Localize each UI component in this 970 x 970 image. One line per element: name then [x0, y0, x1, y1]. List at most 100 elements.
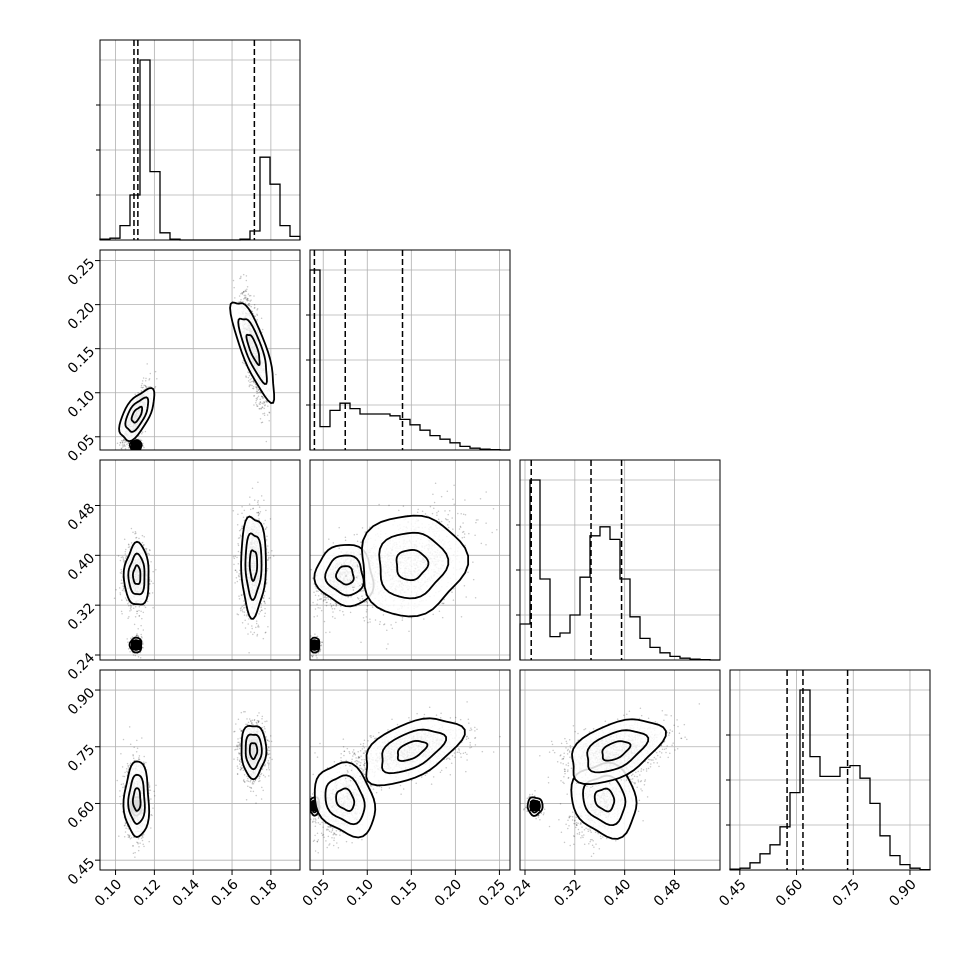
sample-point [148, 593, 151, 595]
sample-point [247, 297, 249, 300]
sample-point [256, 635, 258, 637]
sample-point [253, 395, 255, 397]
sample-point [123, 445, 125, 447]
sample-point [241, 527, 244, 529]
sample-point [253, 404, 255, 406]
sample-point [246, 613, 248, 616]
sample-point [267, 557, 270, 560]
axes-background [730, 670, 930, 870]
sample-point [144, 384, 146, 387]
sample-point [246, 299, 249, 302]
sample-point [238, 597, 241, 600]
sample-point [244, 290, 247, 293]
sample-point [259, 418, 262, 420]
sample-point [248, 384, 251, 386]
sample-point [263, 600, 265, 603]
sample-point [149, 549, 151, 552]
sample-point [244, 302, 247, 304]
sample-point [253, 304, 256, 306]
sample-point [121, 441, 124, 444]
sample-point [240, 277, 242, 279]
sample-point [262, 401, 265, 403]
sample-point [258, 626, 260, 628]
sample-point [271, 550, 273, 552]
sample-point [257, 481, 259, 484]
scatter-panel-2-1 [99, 249, 301, 451]
sample-point [145, 385, 147, 388]
sample-point [148, 592, 151, 594]
sample-point [249, 384, 252, 386]
sample-point [127, 441, 130, 444]
sample-point [126, 555, 128, 558]
sample-point [140, 624, 142, 627]
sample-point [241, 512, 243, 514]
sample-point [247, 633, 249, 635]
sample-point [237, 613, 240, 616]
sample-point [134, 393, 136, 396]
sample-point [152, 570, 154, 573]
sample-point [258, 506, 261, 508]
sample-point [136, 610, 138, 613]
sample-point [250, 377, 253, 380]
sample-point [275, 373, 277, 376]
sample-point [140, 386, 143, 389]
sample-point [127, 442, 129, 445]
sample-point [125, 598, 128, 601]
sample-point [251, 310, 253, 312]
sample-point [261, 406, 264, 408]
sample-point [259, 401, 262, 403]
sample-point [239, 607, 242, 610]
sample-point [260, 421, 263, 424]
sample-point [123, 561, 126, 563]
sample-point [142, 611, 145, 614]
sample-point [156, 378, 158, 380]
sample-point [140, 610, 142, 612]
sample-point [255, 397, 258, 400]
sample-point [256, 388, 258, 390]
sample-point [129, 610, 131, 612]
sample-point [142, 642, 144, 644]
sample-point [255, 386, 257, 388]
sample-point [129, 651, 131, 653]
sample-point [144, 606, 147, 609]
histogram-1 [96, 39, 301, 241]
sample-point [241, 609, 244, 611]
sample-point [123, 560, 125, 563]
sample-point [127, 447, 130, 449]
sample-point [137, 635, 140, 638]
sample-point [265, 400, 267, 402]
sample-point [123, 443, 125, 446]
sample-point [121, 556, 124, 558]
sample-point [151, 592, 154, 594]
sample-point [130, 604, 132, 607]
sample-point [252, 385, 255, 388]
sample-point [150, 561, 152, 563]
sample-point [124, 445, 126, 447]
sample-point [241, 622, 244, 624]
sample-point [240, 275, 242, 278]
sample-point [134, 615, 137, 618]
sample-point [242, 291, 245, 293]
sample-point [141, 433, 143, 435]
sample-point [118, 444, 121, 446]
sample-point [268, 411, 271, 414]
sample-point [259, 510, 262, 513]
sample-point [262, 413, 264, 415]
sample-point [135, 532, 137, 534]
sample-point [249, 300, 251, 302]
sample-point [242, 516, 245, 519]
sample-point [262, 402, 264, 405]
sample-point [267, 559, 269, 561]
sample-point [249, 378, 251, 381]
sample-point [254, 315, 257, 317]
sample-point [132, 654, 135, 656]
sample-point [131, 636, 134, 638]
sample-point [262, 597, 265, 599]
sample-point [138, 609, 140, 612]
sample-point [122, 440, 124, 442]
sample-point [234, 297, 236, 299]
sample-point [234, 555, 236, 558]
sample-point [261, 395, 264, 398]
histogram-step [729, 689, 931, 871]
